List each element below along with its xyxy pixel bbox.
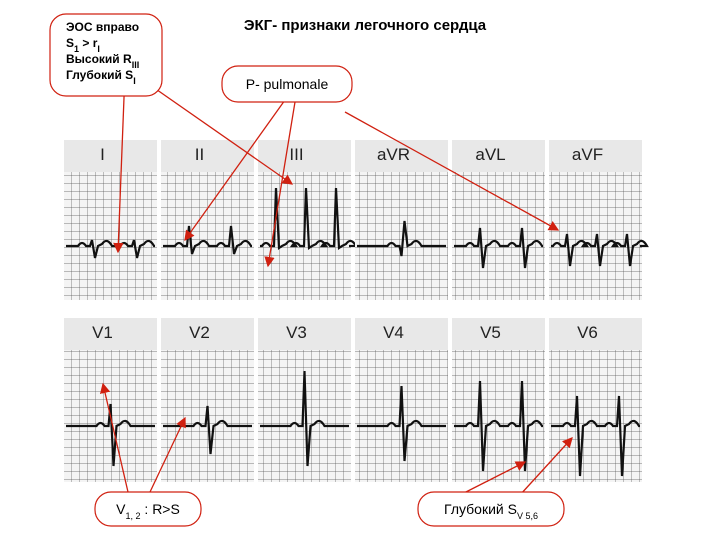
- subscript: 1: [74, 44, 79, 54]
- ecg-grid: [452, 350, 545, 482]
- annotation-text: Глубокий SV 5,6: [444, 501, 538, 521]
- ecg-grid: [258, 350, 351, 482]
- arrow: [519, 437, 573, 496]
- lead-header: [549, 318, 642, 350]
- arrows: [99, 71, 573, 496]
- subscript: I: [97, 44, 100, 54]
- text-part: P- pulmonale: [246, 76, 329, 92]
- annotation-bubble: [221, 65, 353, 103]
- arrow: [99, 382, 129, 493]
- annotation-text: S1 > rI: [66, 36, 100, 54]
- text-part: Глубокий S: [444, 501, 517, 517]
- annotation-bubble: [49, 13, 163, 97]
- ecg-trace: [260, 370, 349, 467]
- lead-label: I: [100, 145, 105, 164]
- lead-label: V5: [480, 323, 501, 342]
- text-part: > r: [79, 36, 98, 50]
- text-part: V: [116, 501, 126, 517]
- annotation-bubble: [417, 491, 565, 527]
- lead-label: V3: [286, 323, 307, 342]
- lead-header: [355, 140, 448, 172]
- ecg-trace: [260, 187, 358, 250]
- subscript: III: [132, 60, 140, 70]
- ecg-trace: [357, 220, 446, 257]
- arrow: [113, 71, 126, 254]
- lead-header: [64, 318, 157, 350]
- subscript: V 5,6: [517, 511, 538, 521]
- subscript: I: [133, 76, 136, 86]
- lead-label: V6: [577, 323, 598, 342]
- annotation-text: Глубокий SI: [66, 68, 136, 86]
- ecg-grid: [64, 172, 157, 300]
- lead-label: V1: [92, 323, 113, 342]
- text-part: ЭОС вправо: [66, 20, 139, 34]
- ecg-trace: [163, 405, 252, 455]
- lead-label: V4: [383, 323, 404, 342]
- ecg-grid: [161, 172, 254, 300]
- annotation-text: P- pulmonale: [246, 76, 329, 92]
- lead-label: aVF: [572, 145, 603, 164]
- lead-header: [161, 140, 254, 172]
- lead-header: [64, 140, 157, 172]
- annotation-text: ЭОС вправо: [66, 20, 139, 34]
- title: ЭКГ- признаки легочного сердца: [244, 17, 487, 34]
- arrow: [459, 461, 527, 496]
- ecg-trace: [163, 225, 252, 255]
- ecg-trace: [551, 233, 649, 267]
- lead-header: [161, 318, 254, 350]
- lead-label: V2: [189, 323, 210, 342]
- annotation-bubble: [94, 491, 202, 527]
- lead-header: [355, 318, 448, 350]
- text-part: S: [66, 36, 74, 50]
- ecg-trace: [357, 385, 446, 462]
- subscript: 1, 2: [126, 511, 141, 521]
- ecg-trace: [551, 395, 640, 477]
- annotation-text: Высокий RIII: [66, 52, 139, 70]
- annotation-text: V1, 2 : R>S: [116, 501, 180, 521]
- lead-label: aVL: [475, 145, 505, 164]
- ecg-grid: [355, 350, 448, 482]
- text-part: Высокий R: [66, 52, 132, 66]
- ecg-trace: [454, 227, 543, 269]
- arrow: [184, 99, 286, 242]
- lead-header: [258, 140, 351, 172]
- lead-label: III: [289, 145, 303, 164]
- arrow: [344, 111, 560, 231]
- ecg-grid: [452, 172, 545, 300]
- lead-label: II: [195, 145, 204, 164]
- arrow: [264, 101, 296, 268]
- lead-header: [452, 318, 545, 350]
- lead-label: aVR: [377, 145, 410, 164]
- ecg-grid: [549, 350, 642, 482]
- ecg-trace: [454, 380, 543, 472]
- lead-header: [258, 318, 351, 350]
- arrow: [139, 77, 294, 185]
- text-part: : R>S: [141, 501, 180, 517]
- text-part: Глубокий S: [66, 68, 133, 82]
- lead-header: [549, 140, 642, 172]
- ecg-trace: [66, 403, 155, 467]
- arrow: [149, 416, 186, 493]
- lead-header: [452, 140, 545, 172]
- ecg-grid: [355, 172, 448, 300]
